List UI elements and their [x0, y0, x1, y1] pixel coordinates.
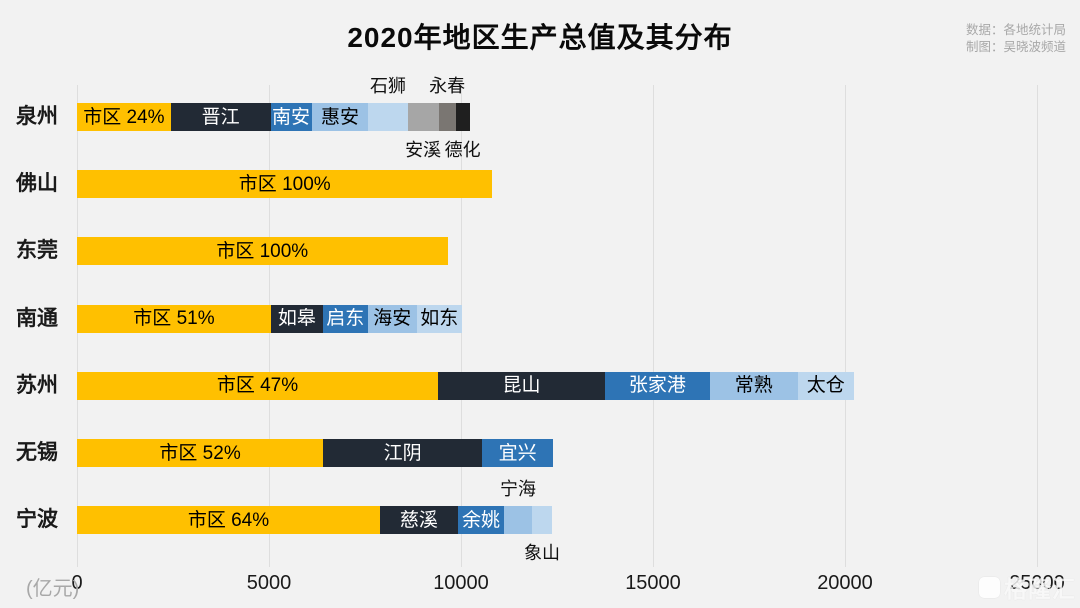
gridline-20000	[845, 85, 846, 567]
bar-segment-永春: 永春	[429, 76, 465, 131]
bar-segment-启东: 启东	[322, 304, 368, 333]
gridline-25000	[1037, 85, 1038, 567]
bar-row: 市区 100%	[77, 170, 493, 199]
bar-segment-慈溪: 慈溪	[379, 506, 458, 535]
bar-segment-海安: 海安	[367, 304, 417, 333]
city-label: 东莞	[16, 239, 58, 263]
segment-label-常熟: 常熟	[734, 375, 773, 397]
segment-label-市区: 市区 64%	[187, 509, 270, 531]
bar-segment-江阴: 江阴	[323, 439, 483, 467]
bar-segment-市区: 市区 100%	[77, 170, 493, 199]
segment-label-宜兴: 宜兴	[498, 442, 537, 464]
bar-segment-常熟: 常熟	[709, 371, 798, 400]
segment-label-余姚: 余姚	[461, 509, 500, 531]
segment-label-晋江: 晋江	[201, 106, 240, 128]
bar-segment-张家港: 张家港	[604, 371, 710, 400]
segment-label-如皋: 如皋	[277, 308, 316, 330]
bar-row: 市区 24% 晋江 南安 惠安 石狮安溪 永春德化	[77, 76, 481, 160]
bar-segment-晋江: 晋江	[170, 103, 271, 131]
bar-segment-象山: 象山	[524, 506, 560, 563]
segment-label-海安: 海安	[373, 308, 412, 330]
x-tick-25000: 25000	[1009, 572, 1065, 594]
city-label: 无锡	[16, 441, 58, 464]
segment-label-启东: 启东	[326, 308, 365, 330]
segment-label-江阴: 江阴	[383, 442, 422, 464]
segment-label-市区: 市区 100%	[238, 173, 331, 195]
bar-segment-市区: 市区 64%	[77, 506, 380, 535]
x-tick-0: 0	[71, 572, 83, 594]
x-tick-5000: 5000	[246, 572, 292, 594]
segment-label-市区: 市区 100%	[216, 240, 309, 262]
segment-label-如东: 如东	[420, 308, 459, 330]
bar-row: 市区 47% 昆山 张家港 常熟 太仓	[77, 371, 854, 400]
segment-label-市区: 市区 52%	[159, 442, 241, 464]
segment-label-慈溪: 慈溪	[399, 509, 438, 531]
bar-segment-宜兴: 宜兴	[482, 439, 554, 467]
chart-title: 2020年地区生产总值及其分布	[347, 22, 733, 53]
city-label: 宁波	[16, 508, 58, 532]
segment-label-昆山: 昆山	[502, 375, 541, 397]
bar-segment-德化: 德化	[445, 103, 481, 160]
segment-label-石狮: 石狮	[370, 76, 406, 96]
x-tick-15000: 15000	[625, 572, 681, 594]
x-tick-20000: 20000	[817, 572, 873, 594]
bar-row: 市区 51% 如皋 启东 海安 如东	[77, 304, 462, 333]
city-label: 苏州	[16, 373, 58, 397]
axis-unit-label: (亿元)	[26, 578, 80, 600]
bar-segment-宁海: 宁海	[500, 479, 536, 535]
bar-row: 市区 100%	[77, 237, 448, 266]
bar-segment-安溪: 安溪	[405, 103, 441, 160]
bar-segment-如皋: 如皋	[270, 304, 323, 333]
segment-label-市区: 市区 51%	[133, 308, 215, 330]
segment-label-安溪: 安溪	[405, 140, 442, 160]
bar-segment-市区: 市区 52%	[77, 439, 324, 467]
bar-segment-市区: 市区 100%	[77, 237, 448, 266]
x-tick-10000: 10000	[433, 572, 489, 594]
bar-segment-市区: 市区 51%	[77, 304, 271, 333]
segment-label-张家港: 张家港	[628, 375, 686, 397]
credits-data-source: 数据：各地统计局	[965, 23, 1066, 37]
bar-segment-市区: 市区 24%	[77, 103, 171, 131]
credits-author: 制图：吴晓波频道	[965, 40, 1066, 54]
segment-label-南安: 南安	[272, 106, 311, 128]
bar-segment-如东: 如东	[416, 304, 462, 333]
segment-label-象山: 象山	[523, 543, 560, 564]
segment-label-市区: 市区 47%	[216, 375, 299, 397]
segment-label-市区: 市区 24%	[83, 106, 165, 128]
bar-segment-惠安: 惠安	[311, 103, 369, 131]
segment-label-德化: 德化	[444, 140, 481, 160]
bar-row: 市区 52% 江阴 宜兴	[77, 439, 554, 467]
credits: 数据：各地统计局 制图：吴晓波频道	[966, 22, 1066, 56]
segment-label-永春: 永春	[429, 76, 466, 96]
gridline-15000	[653, 85, 654, 567]
gelonghui-logo-icon	[979, 576, 1000, 598]
city-label: 泉州	[16, 105, 58, 128]
bar-row: 市区 64% 慈溪 余姚 宁海象山	[77, 479, 560, 563]
bar-segment-太仓: 太仓	[797, 371, 854, 400]
bar-segment-市区: 市区 47%	[77, 371, 438, 400]
segment-label-宁海: 宁海	[500, 479, 536, 500]
bar-segment-南安: 南安	[270, 103, 312, 131]
bar-segment-石狮: 石狮	[368, 76, 408, 131]
city-label: 佛山	[16, 172, 58, 196]
bar-segment-昆山: 昆山	[437, 371, 605, 400]
segment-label-惠安: 惠安	[321, 106, 360, 128]
bar-segment-余姚: 余姚	[457, 506, 504, 535]
segment-label-太仓: 太仓	[806, 375, 845, 397]
city-label: 南通	[16, 306, 58, 330]
